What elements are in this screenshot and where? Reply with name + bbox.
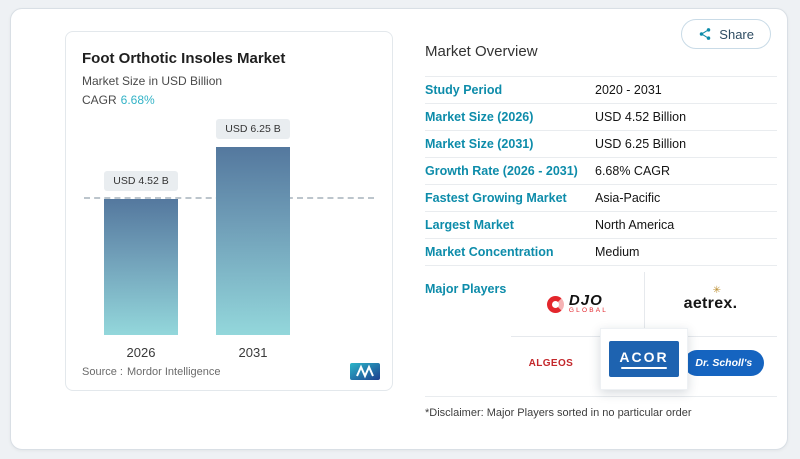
row-value: 2020 - 2031	[595, 83, 662, 97]
row-label: Fastest Growing Market	[425, 191, 567, 205]
share-label: Share	[719, 26, 754, 42]
x-label-2026: 2026	[126, 345, 156, 360]
djo-text: DJO GLOBAL	[568, 292, 609, 314]
share-button[interactable]: Share	[681, 19, 771, 49]
table-row: Study Period 2020 - 2031	[425, 77, 777, 104]
algeos-wordmark: ALGEOS	[528, 357, 574, 369]
bar-value-label-2031: USD 6.25 B	[216, 119, 290, 139]
x-axis-labels: 2026 2031	[82, 345, 376, 360]
djo-line1: DJO	[568, 292, 603, 309]
chart-subtitle: Market Size in USD Billion	[82, 74, 223, 88]
table-row: Market Size (2031) USD 6.25 Billion	[425, 131, 777, 158]
acor-badge: ACOR	[609, 341, 679, 377]
table-row: Market Size (2026) USD 4.52 Billion	[425, 104, 777, 131]
row-label: Market Concentration	[425, 245, 554, 259]
share-icon	[700, 28, 711, 40]
disclaimer-text: *Disclaimer: Major Players sorted in no …	[425, 407, 692, 419]
row-label: Largest Market	[425, 218, 514, 232]
row-value: Medium	[595, 245, 640, 259]
row-value: USD 6.25 Billion	[595, 137, 687, 151]
table-row: Fastest Growing Market Asia-Pacific	[425, 185, 777, 212]
acor-swoosh-icon	[621, 367, 667, 369]
row-label: Study Period	[425, 83, 503, 97]
major-players-section: Major Players DJO GLOBAL	[425, 266, 777, 397]
table-row: Market Concentration Medium	[425, 239, 777, 266]
player-logo-dr-scholls: Dr. Scholl's	[671, 336, 777, 390]
major-players-label: Major Players	[425, 282, 507, 296]
cagr-value: 6.68%	[120, 93, 155, 107]
overview-table: Study Period 2020 - 2031 Market Size (20…	[425, 76, 777, 266]
bar-2026	[104, 199, 178, 335]
row-value: North America	[595, 218, 675, 232]
aetrex-starburst-icon: ✳	[712, 285, 722, 296]
djo-logo: DJO GLOBAL	[546, 292, 609, 314]
x-label-2031: 2031	[238, 345, 268, 360]
report-card: Share Foot Orthotic Insoles Market Marke…	[10, 8, 788, 450]
market-overview-panel: Market Overview Study Period 2020 - 2031…	[425, 43, 777, 419]
chart-title: Foot Orthotic Insoles Market	[82, 50, 286, 67]
bar-chart: USD 4.52 B USD 6.25 B	[82, 119, 376, 335]
row-label: Market Size (2031)	[425, 137, 534, 151]
bar-2031	[216, 147, 290, 335]
chart-panel: Foot Orthotic Insoles Market Market Size…	[65, 31, 393, 391]
row-label: Market Size (2026)	[425, 110, 534, 124]
acor-wordmark: ACOR	[619, 349, 669, 365]
player-logo-acor: ACOR	[600, 328, 688, 390]
overview-title: Market Overview	[425, 43, 538, 60]
source-value: Mordor Intelligence	[126, 365, 221, 378]
player-logo-algeos: ALGEOS	[511, 336, 591, 390]
djo-ring-icon	[546, 295, 564, 313]
player-logo-aetrex: ✳ aetrex.	[644, 272, 777, 336]
bar-group-2031: USD 6.25 B	[216, 119, 290, 335]
source-row: Source : Mordor Intelligence	[82, 363, 380, 380]
bar-value-label-2026: USD 4.52 B	[104, 171, 178, 191]
aetrex-text: ✳ aetrex.	[683, 285, 738, 313]
players-logo-grid: DJO GLOBAL ✳ aetrex. ALGEOS	[511, 272, 777, 390]
dr-scholls-wordmark: Dr. Scholl's	[683, 350, 764, 376]
grid-divider	[644, 272, 645, 336]
row-value: Asia-Pacific	[595, 191, 661, 205]
source-text: Source : Mordor Intelligence	[82, 366, 225, 378]
mordor-intelligence-logo-icon	[350, 363, 380, 380]
bar-group-2026: USD 4.52 B	[104, 171, 178, 335]
player-logo-djo-global: DJO GLOBAL	[511, 272, 644, 336]
row-value: 6.68% CAGR	[595, 164, 671, 178]
djo-line2: GLOBAL	[568, 307, 609, 314]
row-value: USD 4.52 Billion	[595, 110, 687, 124]
aetrex-wordmark: aetrex.	[683, 295, 738, 312]
table-row: Growth Rate (2026 - 2031) 6.68% CAGR	[425, 158, 777, 185]
cagr-line: CAGR 6.68%	[82, 93, 376, 107]
cagr-label: CAGR	[82, 93, 117, 107]
source-label: Source :	[82, 365, 123, 378]
row-label: Growth Rate (2026 - 2031)	[425, 164, 578, 178]
table-row: Largest Market North America	[425, 212, 777, 239]
